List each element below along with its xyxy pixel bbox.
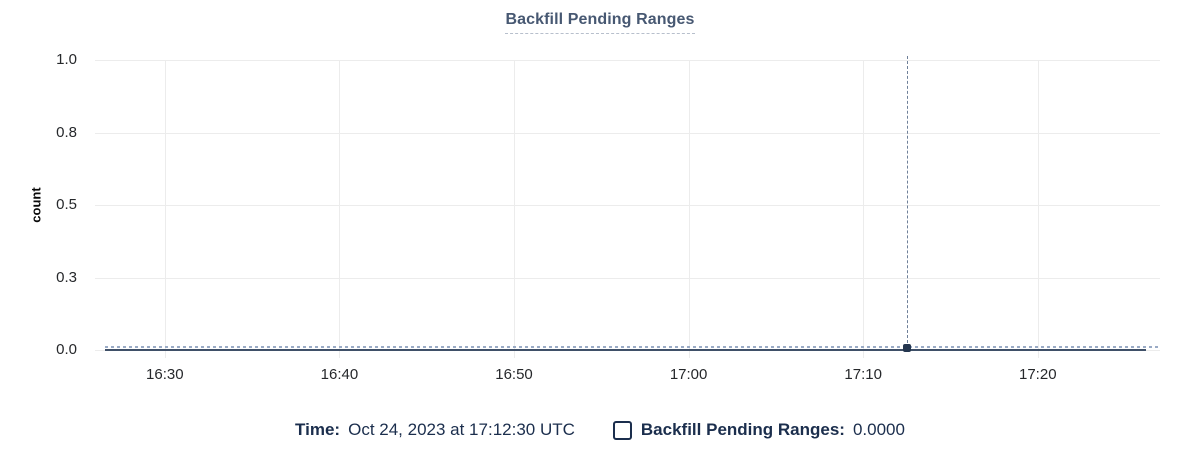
- y-axis-tick-label: 0.0: [56, 341, 77, 358]
- x-axis-tick-label: 16:50: [495, 366, 533, 383]
- vertical-gridline: [514, 60, 516, 358]
- horizontal-gridline: [95, 277, 1160, 279]
- legend-time-value: Oct 24, 2023 at 17:12:30 UTC: [348, 420, 575, 439]
- vertical-gridline: [688, 60, 690, 358]
- x-axis-tick-label: 16:30: [146, 366, 184, 383]
- chart-title-row: Backfill Pending Ranges: [0, 11, 1200, 34]
- y-axis-tick-label: 0.8: [56, 123, 77, 141]
- horizontal-gridline: [95, 132, 1160, 134]
- hover-data-point: [902, 344, 911, 352]
- legend-time-label: Time:: [295, 420, 341, 439]
- vertical-gridline: [164, 60, 166, 358]
- x-axis-tick-label: 17:20: [1019, 366, 1057, 383]
- y-axis-tick-label: 0.5: [56, 196, 77, 213]
- zero-axis-line: [105, 349, 1146, 351]
- plot-area[interactable]: 16:30 16:40 16:50 17:00 17:10 17:20: [95, 56, 1160, 383]
- y-axis-tick-labels: 1.0 0.8 0.5 0.3 0.0: [36, 51, 86, 358]
- legend-series-value: 0.0000: [852, 420, 905, 439]
- chart-title[interactable]: Backfill Pending Ranges: [505, 11, 695, 34]
- x-axis-tick-label: 16:40: [320, 366, 359, 383]
- horizontal-gridline: [95, 60, 1160, 61]
- vertical-gridline: [339, 60, 341, 358]
- x-axis-tick-label: 17:00: [669, 366, 708, 383]
- horizontal-gridline: [95, 205, 1160, 206]
- y-axis-tick-label: 1.0: [56, 51, 77, 68]
- series-checkbox[interactable]: [612, 420, 632, 440]
- x-axis-tick-label: 17:10: [844, 366, 882, 383]
- legend-series-label: Backfill Pending Ranges:: [640, 420, 845, 439]
- vertical-gridline: [1037, 60, 1039, 358]
- y-axis-tick-label: 0.3: [56, 268, 77, 286]
- crosshair-line: [906, 56, 908, 348]
- legend: Time: Oct 24, 2023 at 17:12:30 UTC Backf…: [0, 420, 1200, 440]
- series-line: [105, 346, 1160, 348]
- vertical-gridline: [863, 60, 865, 358]
